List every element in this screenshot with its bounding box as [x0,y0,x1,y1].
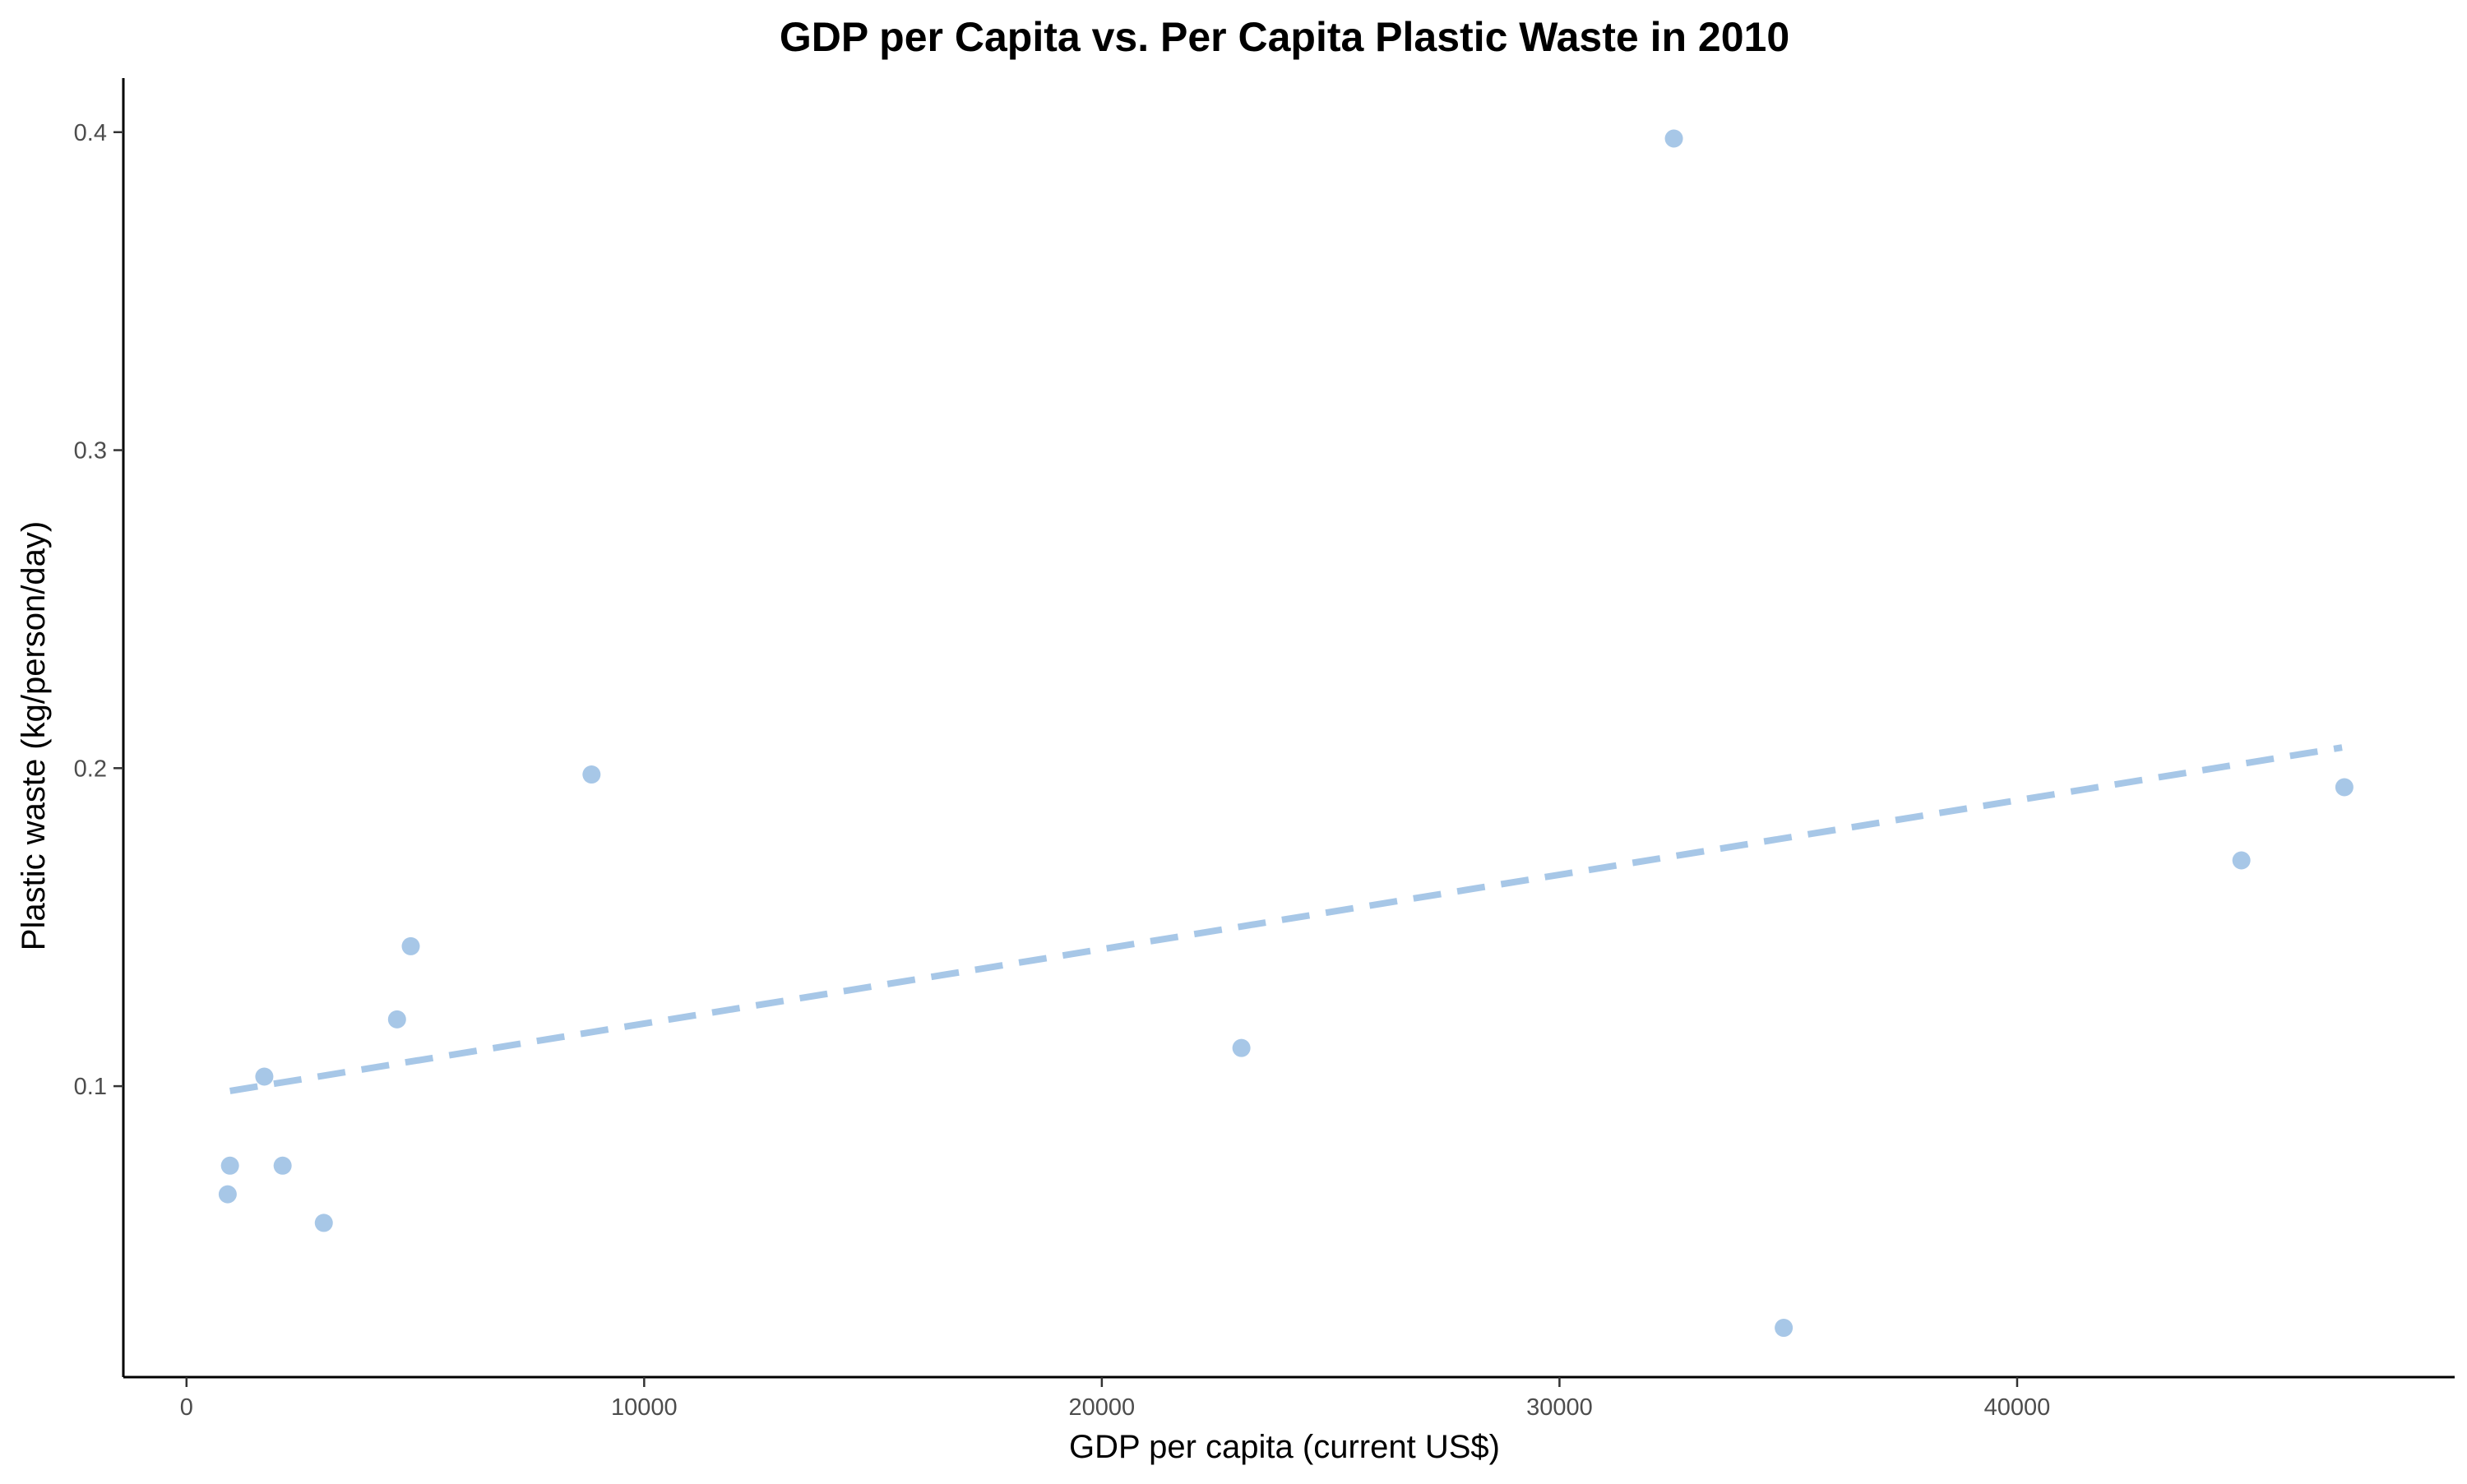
x-tick-label: 30000 [1526,1394,1593,1421]
data-point [218,1185,237,1204]
x-tick-label: 0 [180,1394,193,1421]
y-tick-label: 0.2 [74,756,107,782]
data-point [582,765,601,784]
data-point [273,1156,292,1175]
y-axis-title: Plastic waste (kg/person/day) [16,521,52,950]
x-tick-label: 40000 [1984,1394,2051,1421]
data-point [401,936,420,955]
data-point [1775,1319,1794,1338]
data-point [1664,129,1683,148]
x-tick-label: 20000 [1069,1394,1136,1421]
data-point [220,1156,239,1175]
trendline [229,744,2343,1094]
y-tick-label: 0.4 [74,120,107,146]
data-point [2232,851,2251,870]
data-point [314,1214,333,1232]
chart-title: GDP per Capita vs. Per Capita Plastic Wa… [780,14,1789,60]
data-point [2335,778,2354,797]
data-points [218,129,2354,1338]
data-point [1232,1038,1251,1057]
y-axis: 0.1 0.2 0.3 0.4 [74,78,125,1377]
data-point [255,1067,274,1086]
trendline-group [229,744,2343,1094]
x-axis-title: GDP per capita (current US$) [1069,1429,1500,1465]
x-tick-label: 10000 [611,1394,678,1421]
x-axis: 0 10000 20000 30000 40000 [123,1375,2455,1421]
data-point [387,1010,406,1029]
y-tick-label: 0.3 [74,438,107,465]
y-tick-label: 0.1 [74,1074,107,1100]
